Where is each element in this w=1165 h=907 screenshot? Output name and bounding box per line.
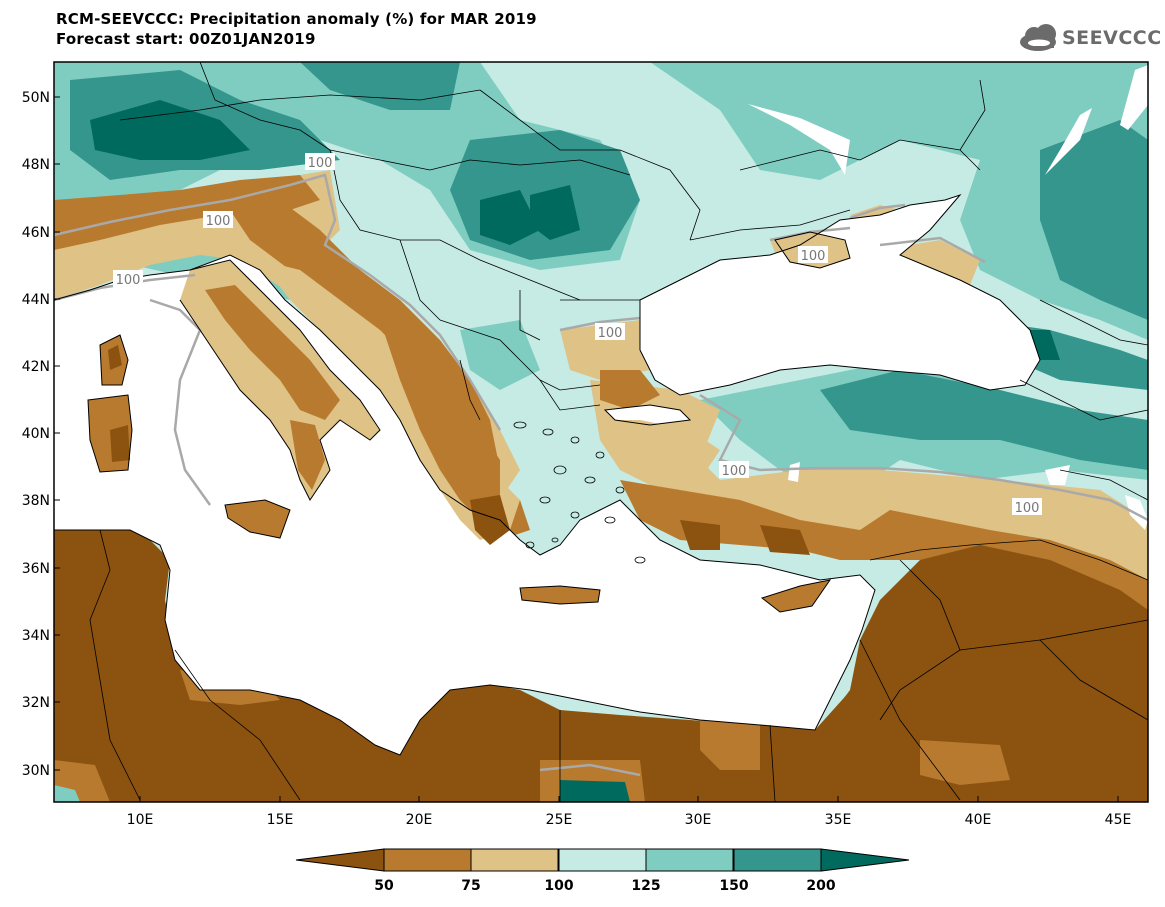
lat-label: 44N [22,292,50,308]
map-frame [53,61,1149,803]
lon-label: 30E [685,812,712,828]
map-title: RCM-SEEVCCC: Precipitation anomaly (%) f… [56,10,537,28]
contour-label-bg [719,461,749,478]
lat-label: 42N [22,359,50,375]
contour-label-bg [798,246,828,263]
seevccc-logo-text: SEEVCCC [1062,27,1162,49]
contour-label-bg [203,211,233,228]
longitude-axis: 10E 15E 20E 25E 30E 35E 40E 45E [127,796,1132,828]
contour-100 [54,173,1148,777]
colorbar-box [733,848,822,872]
lon-label: 25E [546,812,573,828]
contour-label: 100 [206,214,231,229]
contour-label: 100 [801,249,826,264]
anomaly-field [54,62,1148,802]
colorbar-above-arrow [820,848,910,872]
colorbar-label: 50 [374,878,394,894]
lon-label: 15E [267,812,294,828]
lat-label: 36N [22,561,50,577]
lat-label: 30N [22,763,50,779]
lon-label: 10E [127,812,154,828]
contour-label-bg [113,270,143,287]
lon-label: 35E [825,812,852,828]
contour-label-bg [1012,498,1042,515]
coastlines [54,193,1041,756]
colorbar-box [383,848,472,872]
lat-label: 40N [22,426,50,442]
colorbar-label: 200 [806,878,835,894]
country-borders [89,62,1148,802]
colorbar: 50 75 100 125 150 200 [295,848,910,894]
lat-label: 50N [22,90,50,106]
colorbar-box [645,848,734,872]
lon-label: 40E [965,812,992,828]
contour-label: 100 [598,326,623,341]
colorbar-box [470,848,559,872]
colorbar-below-arrow [295,848,385,872]
lon-label: 45E [1105,812,1132,828]
lat-label: 38N [22,493,50,509]
contour-label-bg [305,153,335,170]
contour-label: 100 [1015,501,1040,516]
lon-label: 20E [406,812,433,828]
colorbar-label: 75 [461,878,480,894]
lat-label: 32N [22,695,50,711]
lat-label: 34N [22,628,50,644]
cloud-icon [1020,24,1056,51]
latitude-axis: 50N 48N 46N 44N 42N 40N 38N 36N 34N 32N 30N [22,90,60,779]
colorbar-box [558,848,647,872]
contour-label-bg [595,323,625,340]
contour-labels: 100 100 100 100 100 100 100 [113,153,1042,516]
colorbar-label: 150 [719,878,748,894]
contour-label: 100 [116,273,141,288]
lat-label: 48N [22,157,50,173]
lat-label: 46N [22,225,50,241]
contour-label: 100 [308,156,333,171]
colorbar-label: 100 [544,878,573,894]
contour-label: 100 [722,464,747,479]
aegean-islands [513,421,646,564]
forecast-start-label: Forecast start: 00Z01JAN2019 [56,30,316,48]
colorbar-label: 125 [631,878,660,894]
